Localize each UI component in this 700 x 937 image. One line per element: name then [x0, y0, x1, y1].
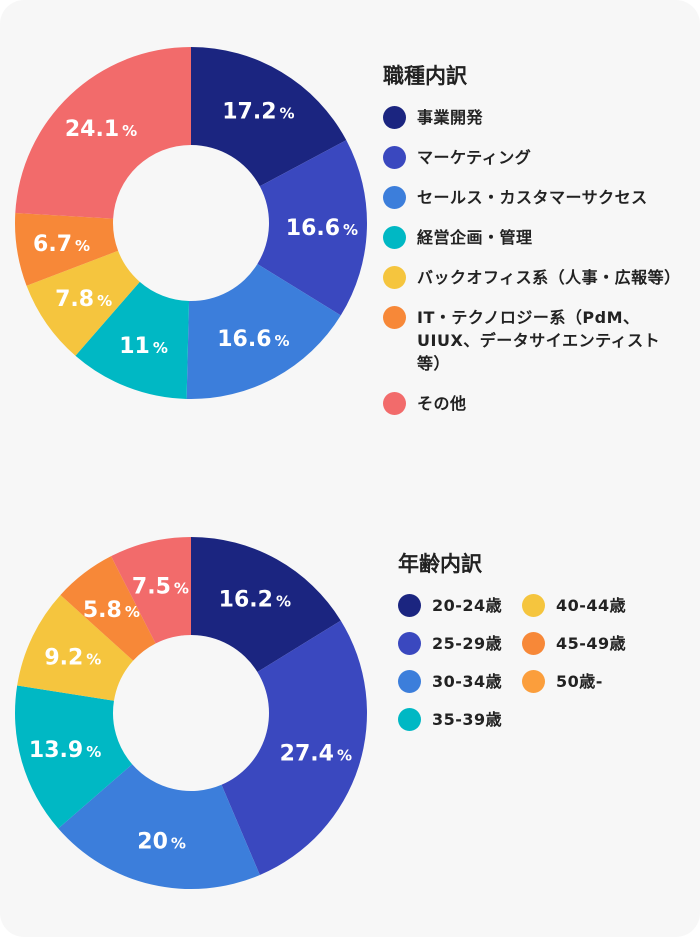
slice-0 — [191, 47, 347, 187]
data-label: 6.7% — [33, 232, 90, 257]
legend-swatch — [522, 594, 545, 617]
chart-title: 職種内訳 — [383, 64, 467, 88]
legend-swatch — [383, 146, 406, 169]
slice-2 — [186, 263, 341, 399]
legend-swatch — [398, 670, 421, 693]
legend-item: マーケティング — [383, 146, 683, 169]
legend-item: 30-34歳 — [398, 670, 518, 693]
data-label: 7.5% — [132, 575, 189, 600]
legend-swatch — [383, 392, 406, 415]
legend-item: 40-44歳 — [522, 594, 642, 617]
slice-3 — [75, 281, 190, 399]
data-label: 7.8% — [55, 287, 112, 312]
data-label: 16.6% — [286, 216, 358, 241]
slice-0 — [191, 537, 341, 673]
legend-swatch — [398, 594, 421, 617]
data-label: 24.1% — [65, 117, 137, 142]
legend-item: 45-49歳 — [522, 632, 642, 655]
legend-swatch — [398, 632, 421, 655]
donut-chart-occupation: 17.2 % 16.6 % 16.6 % 11 % 7.8 % 6.7 % 24.1% — [14, 47, 367, 399]
slice-4 — [17, 594, 134, 701]
slice-1 — [221, 620, 367, 875]
slice-6 — [15, 47, 192, 219]
legend-item: 50歳- — [522, 670, 642, 693]
legend-item: バックオフィス系（人事・広報等） — [383, 266, 683, 289]
slice-2 — [58, 764, 260, 890]
legend-swatch — [383, 306, 406, 329]
legend-label: マーケティング — [417, 148, 532, 167]
legend-item: IT・テクノロジー系（PdM、UIUX、データサイエンティスト等） — [383, 306, 683, 375]
legend-label: 30-34歳 — [432, 672, 503, 691]
legend-swatch — [522, 632, 545, 655]
donut-chart-age: 16.2 % 27.4 % 20 % 13.9 % 9.2 % 5.8 %7.5% — [14, 537, 367, 890]
data-label: 5.8% — [83, 598, 140, 623]
slice-1 — [257, 140, 367, 316]
legend-label: 45-49歳 — [556, 634, 627, 653]
legend-item: 事業開発 — [383, 106, 683, 129]
legend-label: バックオフィス系（人事・広報等） — [417, 268, 681, 287]
legend-label: 50歳- — [556, 672, 603, 691]
legend-item: 25-29歳 — [398, 632, 518, 655]
slice-4 — [26, 250, 140, 356]
legend-label: 20-24歳 — [432, 596, 503, 615]
data-label: 17.2% — [222, 100, 294, 125]
slice-5 — [60, 556, 156, 661]
legend-occupation: 職種内訳 事業開発マーケティングセールス・カスタマーサクセス 経営企画・管理バック… — [383, 60, 683, 432]
legend-swatch — [383, 226, 406, 249]
legend-item: 経営企画・管理 — [383, 226, 683, 249]
legend-label: 経営企画・管理 — [417, 228, 533, 247]
legend-label: 40-44歳 — [556, 596, 627, 615]
legend-item: その他 — [383, 392, 683, 415]
legend-swatch — [383, 186, 406, 209]
legend-swatch — [383, 266, 406, 289]
legend-item: 35-39歳 — [398, 708, 518, 731]
legend-age: 年齢内訳 20-24歳 25-29歳 30-34歳 35-39歳 40-44歳 45-49… — [398, 548, 658, 746]
chart-title: 年齢内訳 — [398, 552, 482, 576]
legend-item: 20-24歳 — [398, 594, 518, 617]
data-label: 20% — [137, 830, 186, 855]
slice-6 — [111, 537, 191, 644]
slice-5 — [14, 213, 119, 286]
legend-label: 事業開発 — [417, 108, 484, 127]
legend-swatch — [522, 670, 545, 693]
legend-label: その他 — [417, 394, 467, 413]
legend-label: 25-29歳 — [432, 634, 503, 653]
legend-label: セールス・カスタマーサクセス — [417, 188, 648, 207]
legend-label: 35-39歳 — [432, 710, 503, 729]
legend-swatch — [383, 106, 406, 129]
data-label: 16.2% — [219, 588, 291, 613]
legend-item: セールス・カスタマーサクセス — [383, 186, 683, 209]
data-label: 27.4% — [280, 742, 352, 767]
data-label: 11% — [119, 334, 168, 359]
data-label: 9.2% — [44, 645, 101, 670]
legend-swatch — [398, 708, 421, 731]
legend-label: IT・テクノロジー系（PdM、UIUX、データサイエンティスト等） — [417, 308, 661, 373]
data-label: 16.6% — [217, 327, 289, 352]
data-label: 13.9% — [29, 738, 101, 763]
slice-3 — [14, 685, 133, 829]
